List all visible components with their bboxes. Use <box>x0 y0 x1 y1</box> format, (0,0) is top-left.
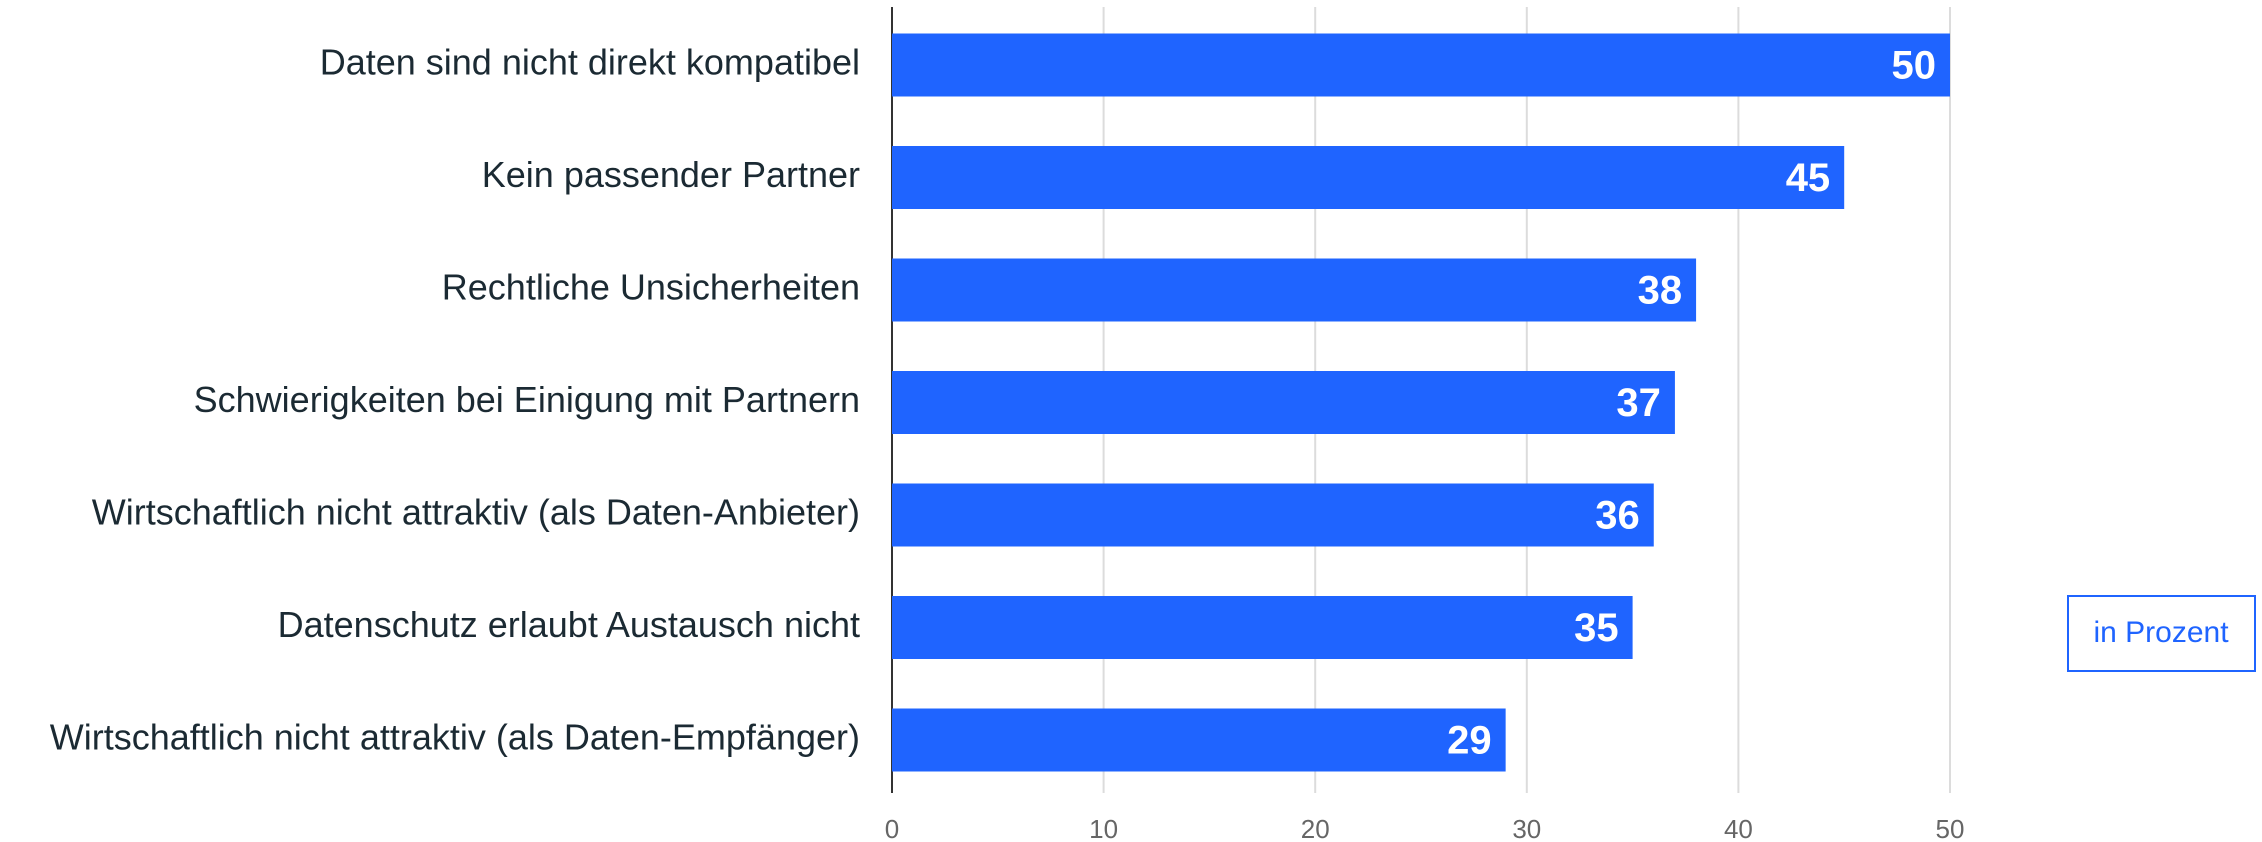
bar <box>892 596 1633 659</box>
bar <box>892 371 1675 434</box>
category-label: Wirtschaftlich nicht attraktiv (als Date… <box>50 717 860 758</box>
bar <box>892 483 1654 547</box>
value-label: 45 <box>1786 156 1831 200</box>
bar <box>892 258 1697 322</box>
category-label: Datenschutz erlaubt Austausch nicht <box>278 604 860 645</box>
value-label: 36 <box>1595 494 1640 538</box>
bar <box>892 708 1506 772</box>
unit-label: in Prozent <box>2093 616 2229 649</box>
x-tick-label: 0 <box>885 814 899 842</box>
bar <box>892 33 1950 97</box>
x-tick-label: 10 <box>1089 814 1118 842</box>
x-tick-label: 30 <box>1512 814 1541 842</box>
x-tick-label: 20 <box>1301 814 1330 842</box>
value-label: 50 <box>1892 44 1937 88</box>
value-label: 37 <box>1616 381 1661 425</box>
value-label: 38 <box>1638 269 1683 313</box>
bar <box>892 146 1845 209</box>
category-label: Daten sind nicht direkt kompatibel <box>320 42 860 83</box>
unit-box <box>2067 595 2256 672</box>
value-label: 35 <box>1574 606 1619 650</box>
category-label: Rechtliche Unsicherheiten <box>442 267 860 308</box>
category-label: Kein passender Partner <box>482 154 860 195</box>
x-tick-label: 50 <box>1936 814 1965 842</box>
value-label: 29 <box>1447 719 1492 763</box>
category-label: Wirtschaftlich nicht attraktiv (als Date… <box>92 492 860 533</box>
x-tick-label: 40 <box>1724 814 1753 842</box>
category-label: Schwierigkeiten bei Einigung mit Partner… <box>194 379 860 420</box>
